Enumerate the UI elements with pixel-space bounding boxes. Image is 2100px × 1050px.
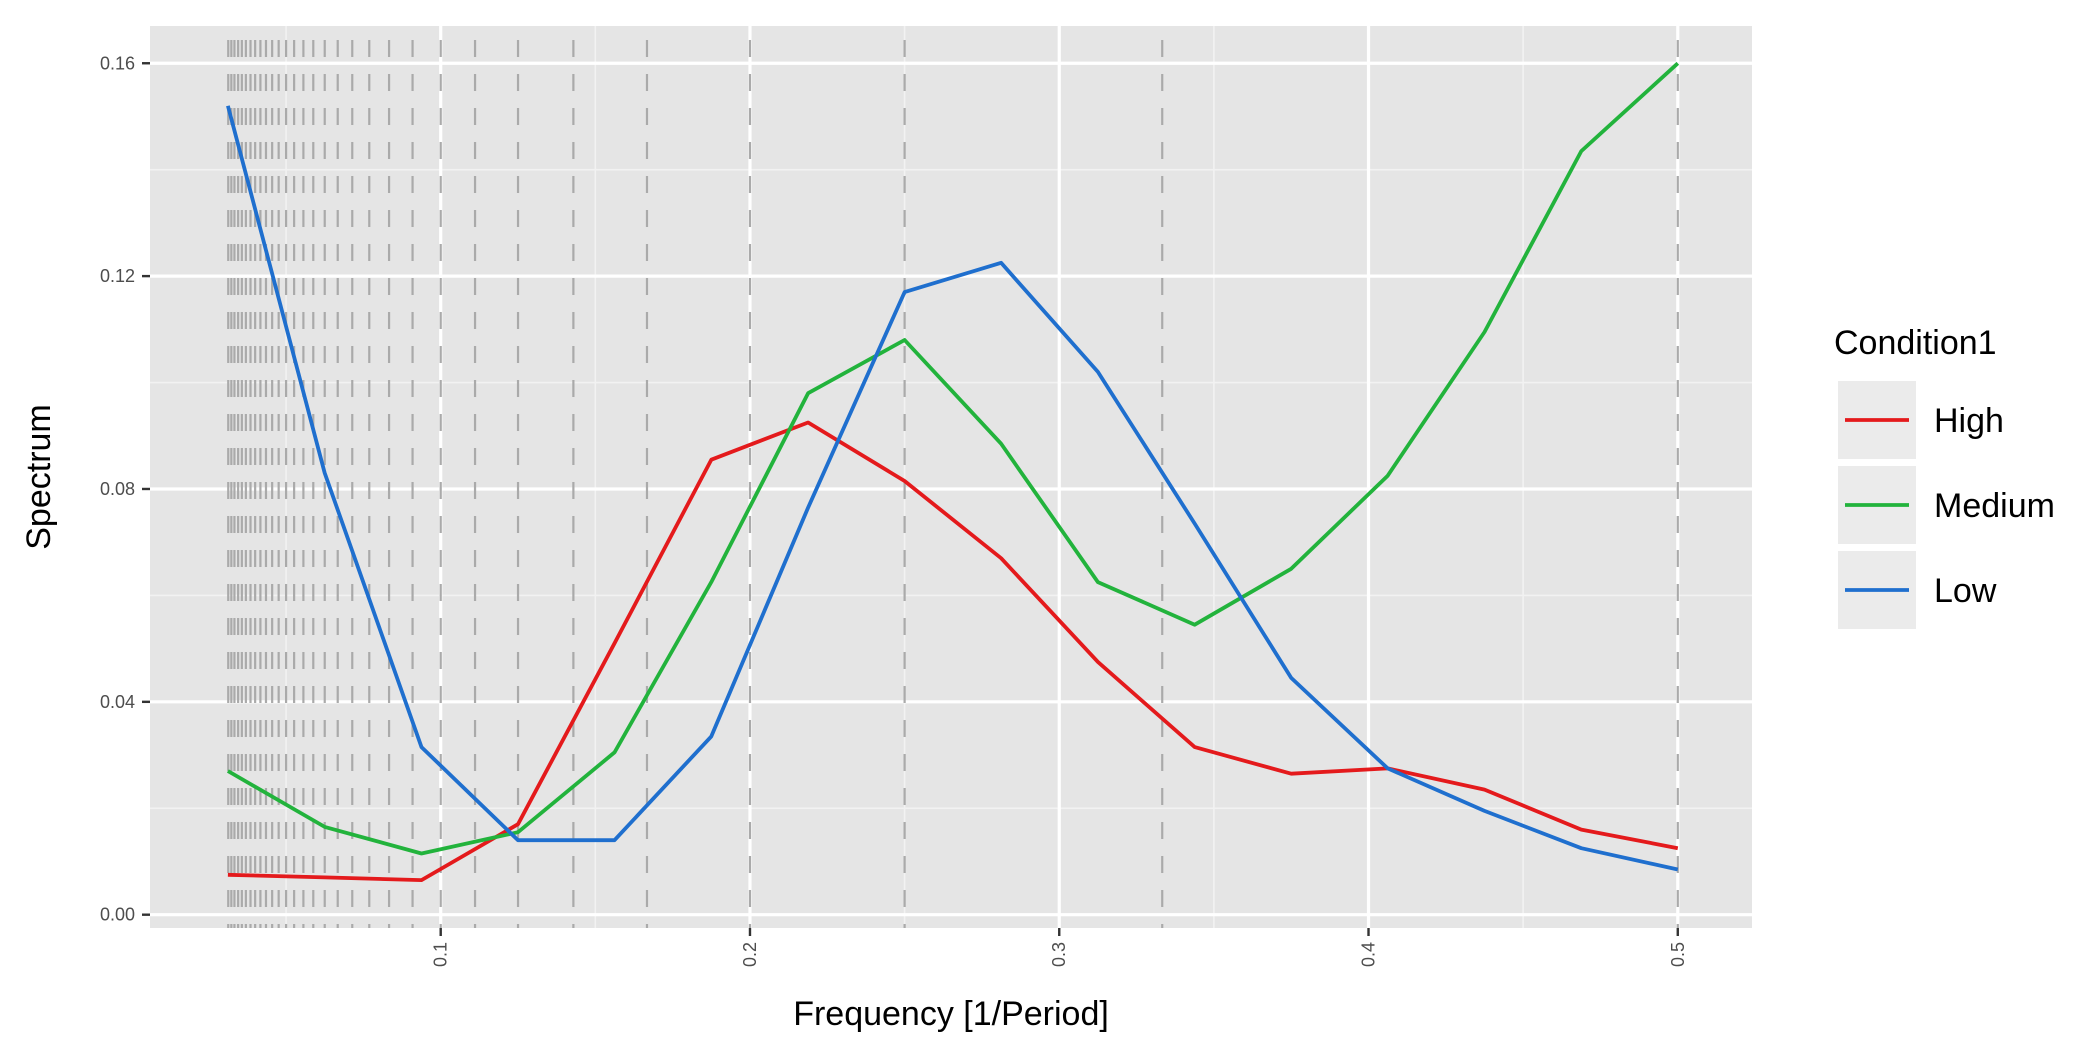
x-axis-title: Frequency [1/Period] [793,995,1109,1033]
y-tick-label: 0.00 [100,905,135,925]
x-tick-label: 0.5 [1668,942,1688,967]
x-tick-label: 0.2 [740,942,760,967]
y-axis: 0.00 0.04 0.08 0.12 0.16 [100,53,150,925]
legend-title: Condition1 [1834,324,1997,362]
y-tick-label: 0.12 [100,266,135,286]
y-tick-label: 0.16 [100,53,135,73]
plot-panel [150,26,1752,928]
x-tick-label: 0.3 [1049,942,1069,967]
legend-label-medium: Medium [1934,487,2055,525]
y-tick-label: 0.08 [100,479,135,499]
y-axis-title: Spectrum [20,404,58,550]
x-axis: 0.1 0.2 0.3 0.4 0.5 [431,928,1688,967]
reference-lines [227,40,1679,928]
series-line-low [226,105,1679,872]
legend-label-low: Low [1934,572,1997,610]
series-line-high [227,420,1679,882]
series-line-medium [226,61,1680,856]
legend: Condition1 High Medium Low [1834,324,2055,629]
series-lines [226,61,1680,882]
x-tick-label: 0.1 [431,942,451,967]
legend-label-high: High [1934,402,2004,440]
y-tick-label: 0.04 [100,692,135,712]
x-tick-label: 0.4 [1359,942,1379,967]
